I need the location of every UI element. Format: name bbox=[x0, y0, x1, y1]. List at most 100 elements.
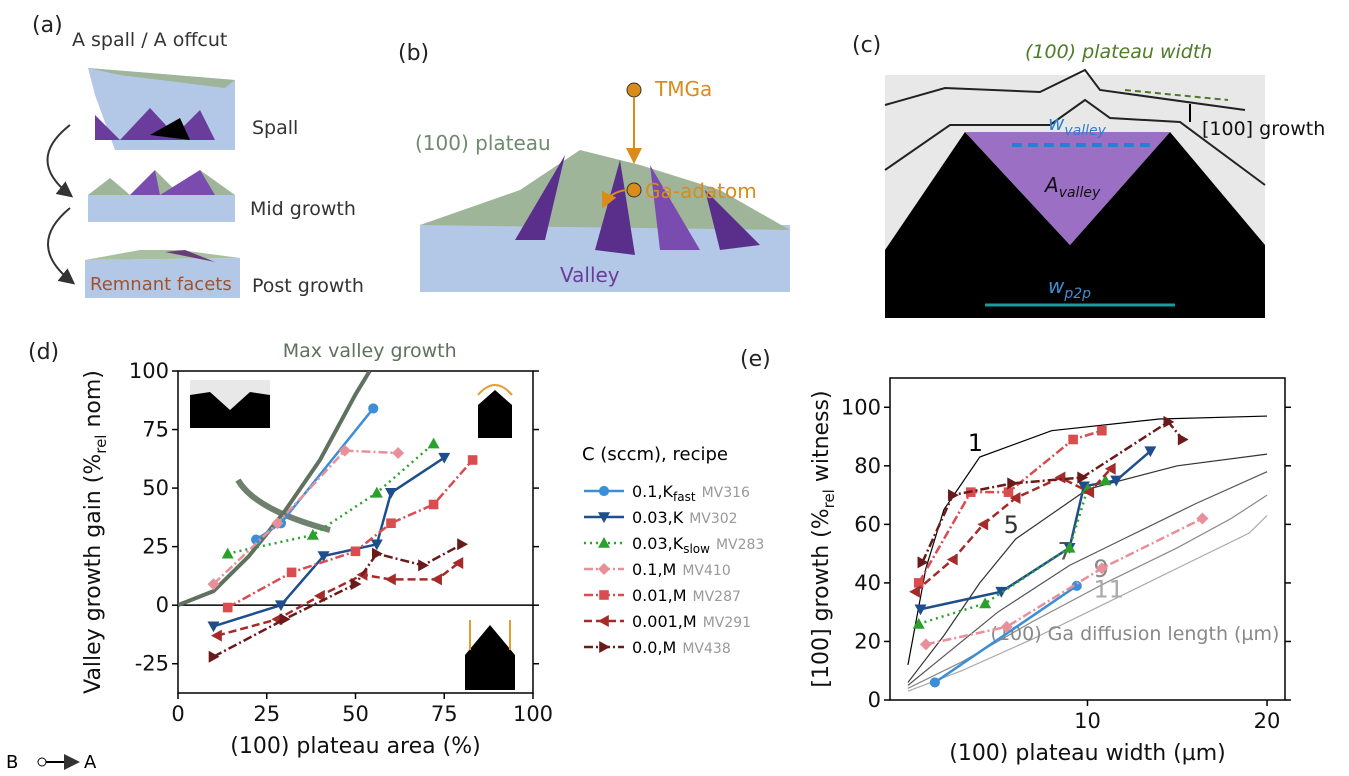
x-tick-label: 50 bbox=[342, 702, 369, 726]
panel-a: (a) A spall / A offcut Spall Mid growth … bbox=[32, 13, 364, 298]
tmga-atom bbox=[627, 83, 641, 97]
panel-label: (a) bbox=[32, 13, 63, 38]
orientation-dot bbox=[38, 758, 46, 766]
legend-name: 0.001,M bbox=[632, 612, 697, 631]
marker bbox=[1068, 435, 1078, 445]
panel-label: (d) bbox=[28, 340, 59, 365]
y-axis-label: Valley growth gain (%rel nom) bbox=[81, 370, 110, 694]
arrow bbox=[48, 125, 71, 195]
series-line bbox=[217, 563, 458, 636]
valley-label: Valley bbox=[560, 263, 620, 287]
legend-entry: 0.01,M MV287 bbox=[632, 586, 741, 605]
legend-run: MV287 bbox=[693, 589, 741, 605]
legend-entry: 0.001,M MV291 bbox=[632, 612, 751, 631]
subscript: valley bbox=[1059, 185, 1101, 201]
x-tick-label: 0 bbox=[171, 702, 184, 726]
x-tick-label: 25 bbox=[253, 702, 280, 726]
contour-label: 1 bbox=[968, 429, 983, 457]
series-line bbox=[214, 458, 445, 627]
marker bbox=[438, 453, 450, 464]
symbol: w bbox=[1048, 111, 1065, 135]
legend-entry: 0.1,KfastMV316 bbox=[632, 482, 750, 504]
marker bbox=[372, 548, 383, 560]
marker bbox=[222, 548, 234, 559]
curve-label: Max valley growth bbox=[283, 340, 457, 362]
series-line bbox=[256, 408, 373, 539]
subscript: valley bbox=[1064, 123, 1106, 139]
y-tick-label: 50 bbox=[142, 476, 169, 500]
y-tick-label: 75 bbox=[142, 418, 169, 442]
marker bbox=[385, 573, 396, 585]
legend-name: 0.1,M bbox=[632, 560, 676, 579]
y-tick-label: 100 bbox=[841, 395, 881, 419]
marker bbox=[386, 518, 396, 528]
marker bbox=[209, 651, 220, 663]
orientation-to: A bbox=[84, 752, 97, 772]
y-tick-label: 25 bbox=[142, 535, 169, 559]
y-axis-label-part: nom) bbox=[81, 370, 106, 434]
x-tick-label: 10 bbox=[1074, 709, 1101, 733]
series-line bbox=[922, 422, 1182, 563]
chart: (d)-2502550751000255075100(100) plateau … bbox=[28, 340, 764, 759]
marker bbox=[368, 403, 378, 413]
y-tick-label: -25 bbox=[135, 652, 169, 676]
legend-entry: 0.03,Kslow MV283 bbox=[632, 534, 764, 556]
y-axis-label-part: [100] growth (% bbox=[809, 508, 834, 687]
stage: Mid growth bbox=[250, 198, 356, 220]
marker bbox=[1097, 426, 1107, 436]
x-axis-label: (100) plateau width (µm) bbox=[949, 741, 1226, 766]
facet bbox=[88, 170, 235, 195]
y-tick-label: 60 bbox=[854, 512, 881, 536]
legend-name: 0.0,M bbox=[632, 638, 676, 657]
legend-name: 0.03,K bbox=[632, 534, 684, 553]
caption: A spall / A offcut bbox=[72, 29, 227, 51]
marker bbox=[418, 559, 429, 571]
legend-name: 0.01,M bbox=[632, 586, 687, 605]
stage: Post growth bbox=[252, 275, 364, 297]
figure: (a) A spall / A offcut Spall Mid growth … bbox=[0, 0, 1349, 772]
symbol: w bbox=[1048, 274, 1065, 298]
legend-name: 0.03,K bbox=[632, 508, 684, 527]
marker bbox=[915, 604, 927, 615]
facet-label: Remnant facets bbox=[90, 274, 232, 295]
panel-b: (b) (100) plateau TMGa Ga-adatom Valley bbox=[398, 41, 790, 292]
marker bbox=[211, 630, 222, 642]
y-tick-label: 0 bbox=[156, 593, 169, 617]
marker bbox=[223, 603, 233, 613]
contour bbox=[908, 495, 1267, 688]
marker bbox=[280, 613, 291, 625]
marker bbox=[599, 590, 609, 600]
marker bbox=[913, 618, 925, 629]
panel-label: (c) bbox=[852, 33, 881, 58]
tmga-label: TMGa bbox=[654, 77, 712, 101]
growth-label: [100] growth bbox=[1202, 118, 1325, 140]
y-axis-label-part: Valley growth gain (% bbox=[81, 454, 106, 694]
y-tick-label: 100 bbox=[129, 359, 169, 383]
y-axis-label: [100] growth (%rel witness) bbox=[809, 390, 838, 687]
marker bbox=[428, 438, 440, 449]
legend-run: MV283 bbox=[716, 537, 764, 553]
y-tick-label: 0 bbox=[868, 688, 881, 712]
y-tick-label: 80 bbox=[854, 454, 881, 478]
marker bbox=[385, 488, 397, 499]
page: {"panels":{ "a":{"label":"(a)","caption"… bbox=[0, 0, 1349, 772]
stage: Spall bbox=[252, 117, 298, 139]
legend-run: MV410 bbox=[682, 563, 730, 579]
marker bbox=[1196, 513, 1208, 525]
marker bbox=[598, 615, 609, 627]
x-axis-label: (100) plateau area (%) bbox=[230, 734, 480, 759]
plateau-label: (100) plateau bbox=[415, 131, 551, 155]
subscript: p2p bbox=[1063, 286, 1091, 302]
marker bbox=[1004, 487, 1014, 497]
legend-run: MV291 bbox=[703, 615, 751, 631]
arrow bbox=[48, 208, 72, 282]
symbol: A bbox=[1043, 173, 1059, 197]
marker bbox=[287, 568, 297, 578]
marker bbox=[1178, 433, 1189, 445]
inset bbox=[190, 380, 515, 690]
legend-sub: slow bbox=[683, 542, 710, 556]
marker bbox=[930, 677, 940, 687]
y-axis-label-part: rel bbox=[820, 489, 838, 508]
x-tick-label: 75 bbox=[431, 702, 458, 726]
